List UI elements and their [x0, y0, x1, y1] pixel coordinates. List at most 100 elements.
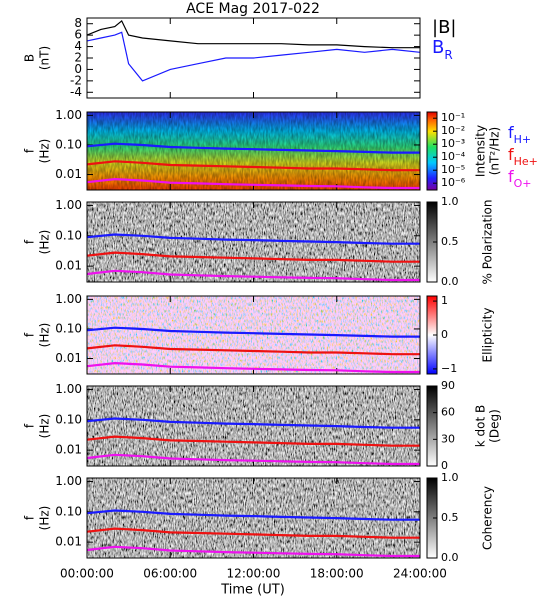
colorbar-tick-label: 10⁻⁶ — [441, 176, 466, 189]
colorbar-tick-label: 90 — [441, 379, 455, 392]
legend-entry: BR — [432, 37, 453, 62]
chart-title: ACE Mag 2017-022 — [186, 1, 320, 17]
y-tick-label: 0.01 — [55, 535, 82, 549]
series-line — [86, 160, 420, 172]
colorbar-tick-label: 1.0 — [441, 195, 459, 208]
legend-entry: fHe+ — [508, 145, 538, 168]
plot-frame — [86, 111, 421, 191]
spectrogram — [87, 202, 420, 282]
y-axis-label: f — [23, 515, 37, 520]
colorbar-tick-label: 10⁻⁴ — [441, 150, 466, 163]
y-tick-label: 1.00 — [55, 198, 82, 212]
y-axis-label: (Hz) — [38, 139, 52, 164]
colorbar-tick-label: 0 — [441, 459, 448, 472]
colorbar-label: (Deg) — [488, 409, 502, 443]
series-line — [86, 19, 420, 49]
series-line — [86, 31, 421, 82]
y-tick-label: 1.00 — [55, 474, 82, 488]
colorbar-label: Coherency — [481, 486, 495, 550]
y-tick-label: 1.00 — [55, 108, 82, 122]
colorbar-tick-label: 10⁻² — [441, 124, 465, 137]
legend-entry: fO+ — [508, 167, 532, 190]
series-line — [86, 142, 420, 154]
series-line — [86, 177, 420, 190]
y-tick-label: 0.10 — [55, 321, 82, 335]
x-tick-label: 18:00:00 — [310, 567, 364, 581]
y-tick-label: 0.01 — [55, 259, 82, 273]
colorbar-label: k dot B — [474, 405, 488, 447]
colorbar-label: Ellipticity — [481, 308, 495, 363]
colorbar-tick-label: 0 — [441, 328, 448, 341]
x-axis-label: Time (UT) — [220, 583, 285, 598]
y-tick-label: -2 — [70, 73, 82, 87]
colorbar — [426, 385, 438, 467]
plot-frame — [86, 295, 421, 375]
y-tick-label: 1.00 — [55, 382, 82, 396]
series-line — [86, 251, 420, 263]
legend-entry: fH+ — [508, 123, 531, 146]
colorbar-label: % Polarization — [481, 200, 495, 285]
y-axis-label: f — [23, 148, 37, 153]
y-axis-label: (Hz) — [38, 506, 52, 531]
colorbar-tick-label: 10⁻³ — [441, 137, 465, 150]
y-tick-label: 0.10 — [55, 504, 82, 518]
colorbar-tick-label: 0.0 — [441, 551, 459, 564]
colorbar-tick-label: 10⁻¹ — [441, 111, 465, 124]
x-tick-label: 24:00:00 — [393, 567, 447, 581]
x-tick-label: 12:00:00 — [227, 567, 281, 581]
legend-entry: |B| — [432, 17, 456, 38]
y-axis-label: f — [23, 332, 37, 337]
y-axis-label: B — [23, 54, 37, 62]
y-tick-label: 0.10 — [55, 228, 82, 242]
series-line — [86, 527, 420, 539]
spectrogram — [87, 386, 420, 466]
colorbar-label: Intensity — [474, 125, 488, 177]
colorbar-tick-label: −1 — [441, 362, 457, 375]
y-tick-label: -4 — [70, 85, 82, 99]
colorbar-tick-label: 0.5 — [441, 511, 459, 524]
y-tick-label: 0.01 — [55, 351, 82, 365]
y-axis-label: (Hz) — [38, 230, 52, 255]
series-line — [86, 233, 420, 245]
y-tick-label: 2 — [74, 51, 82, 65]
colorbar-tick-label: 60 — [441, 406, 455, 419]
y-tick-label: 0.01 — [55, 443, 82, 457]
series-line — [86, 269, 420, 282]
y-axis-label: (Hz) — [38, 323, 52, 348]
colorbar — [426, 111, 438, 191]
series-line — [86, 509, 420, 521]
plot-frame — [86, 17, 421, 99]
y-axis-label: (Hz) — [38, 414, 52, 439]
colorbar-tick-label: 1.0 — [441, 471, 459, 484]
y-tick-label: 4 — [74, 39, 82, 53]
spectrogram — [87, 478, 420, 558]
y-tick-label: 0 — [74, 62, 82, 76]
y-tick-label: 8 — [74, 16, 82, 30]
colorbar-tick-label: 0.0 — [441, 275, 459, 288]
series-line — [86, 344, 420, 356]
colorbar-tick-label: 30 — [441, 432, 455, 445]
series-line — [86, 545, 420, 558]
y-axis-label: (nT) — [38, 46, 52, 70]
colorbar-tick-label: 0.5 — [441, 235, 459, 248]
series-line — [86, 435, 420, 447]
y-tick-label: 0.10 — [55, 137, 82, 151]
series-line — [86, 453, 420, 466]
y-tick-label: 0.10 — [55, 412, 82, 426]
y-tick-label: 6 — [74, 28, 82, 42]
colorbar-tick-label: 1 — [441, 294, 448, 307]
plot-frame — [86, 385, 421, 467]
y-axis-label: f — [23, 423, 37, 428]
y-tick-label: 1.00 — [55, 292, 82, 306]
plot-frame — [86, 477, 421, 559]
x-tick-label: 06:00:00 — [143, 567, 197, 581]
y-axis-label: f — [23, 239, 37, 244]
colorbar-label: (nT²/Hz) — [488, 127, 502, 175]
series-line — [86, 361, 420, 374]
y-tick-label: 0.01 — [55, 167, 82, 181]
series-line — [86, 417, 420, 429]
x-tick-label: 00:00:00 — [60, 567, 114, 581]
colorbar-tick-label: 10⁻⁵ — [441, 163, 465, 176]
plot-frame — [86, 201, 421, 283]
